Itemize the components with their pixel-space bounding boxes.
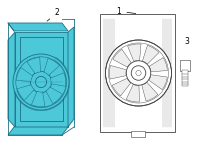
Wedge shape (149, 58, 167, 72)
Text: 2: 2 (47, 8, 59, 21)
Polygon shape (8, 127, 68, 135)
Wedge shape (149, 75, 167, 90)
FancyBboxPatch shape (180, 60, 190, 71)
Circle shape (136, 70, 141, 76)
Circle shape (13, 54, 69, 110)
Wedge shape (44, 58, 59, 75)
Wedge shape (46, 87, 62, 104)
Polygon shape (68, 27, 74, 127)
Wedge shape (142, 82, 158, 101)
Circle shape (35, 76, 47, 88)
Polygon shape (15, 32, 68, 127)
FancyBboxPatch shape (182, 70, 188, 86)
Circle shape (131, 66, 146, 80)
Wedge shape (128, 44, 141, 61)
Wedge shape (27, 57, 40, 74)
Wedge shape (31, 91, 45, 107)
Text: 1: 1 (117, 7, 136, 16)
FancyBboxPatch shape (100, 14, 175, 132)
Circle shape (30, 71, 52, 93)
Wedge shape (112, 78, 131, 96)
Polygon shape (8, 32, 15, 127)
Polygon shape (20, 37, 63, 121)
Text: 3: 3 (185, 37, 189, 46)
Wedge shape (16, 68, 33, 81)
Circle shape (106, 40, 172, 106)
Wedge shape (113, 49, 131, 67)
Wedge shape (109, 65, 126, 79)
Wedge shape (17, 85, 34, 100)
Circle shape (126, 61, 151, 85)
FancyBboxPatch shape (130, 131, 144, 137)
Wedge shape (142, 45, 159, 64)
Polygon shape (8, 23, 68, 31)
Wedge shape (126, 84, 140, 102)
Wedge shape (50, 73, 66, 86)
